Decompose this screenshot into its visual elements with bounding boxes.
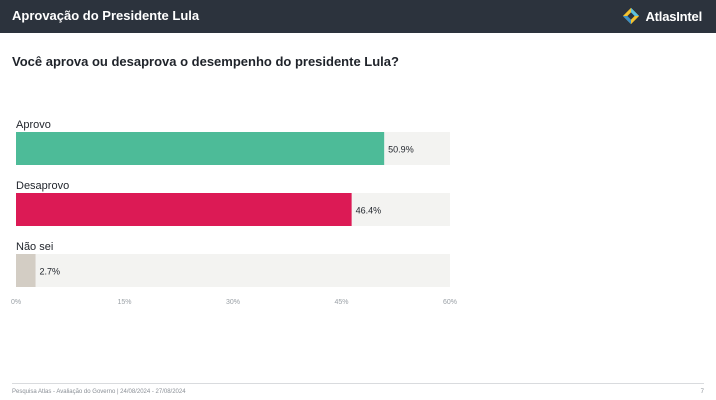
value-label-desaprovo: 46.4% xyxy=(356,206,382,216)
category-label-desaprovo: Desaprovo xyxy=(16,180,69,192)
atlasintel-logo-icon xyxy=(623,7,640,25)
value-label-nao-sei: 2.7% xyxy=(40,267,61,277)
brand-logo: AtlasIntel xyxy=(622,5,702,27)
category-label-nao-sei: Não sei xyxy=(16,241,53,253)
x-tick-label: 30% xyxy=(226,299,240,306)
footer-source: Pesquisa Atlas - Avaliação do Governo | … xyxy=(12,389,186,395)
brand-name: AtlasIntel xyxy=(645,8,702,24)
survey-question: Você aprova ou desaprova o desempenho do… xyxy=(12,54,399,69)
category-label-aprovo: Aprovo xyxy=(16,119,51,131)
value-label-aprovo: 50.9% xyxy=(388,145,414,155)
page-title: Aprovação do Presidente Lula xyxy=(12,8,200,23)
bar-track-nao-sei xyxy=(16,254,450,287)
bar-nao-sei xyxy=(16,254,36,287)
approval-bar-chart: Aprovo 50.9% Desaprovo 46.4% Não sei 2.7% 0% 15… xyxy=(11,119,457,306)
footer-divider xyxy=(12,383,704,384)
x-tick-label: 60% xyxy=(443,299,457,306)
header-bar: Aprovação do Presidente Lula AtlasIntel xyxy=(0,0,716,33)
page-number: 7 xyxy=(700,389,704,395)
bar-aprovo xyxy=(16,132,385,165)
x-tick-label: 0% xyxy=(11,299,21,306)
x-tick-label: 45% xyxy=(334,299,348,306)
x-tick-label: 15% xyxy=(117,299,131,306)
bar-desaprovo xyxy=(16,193,352,226)
